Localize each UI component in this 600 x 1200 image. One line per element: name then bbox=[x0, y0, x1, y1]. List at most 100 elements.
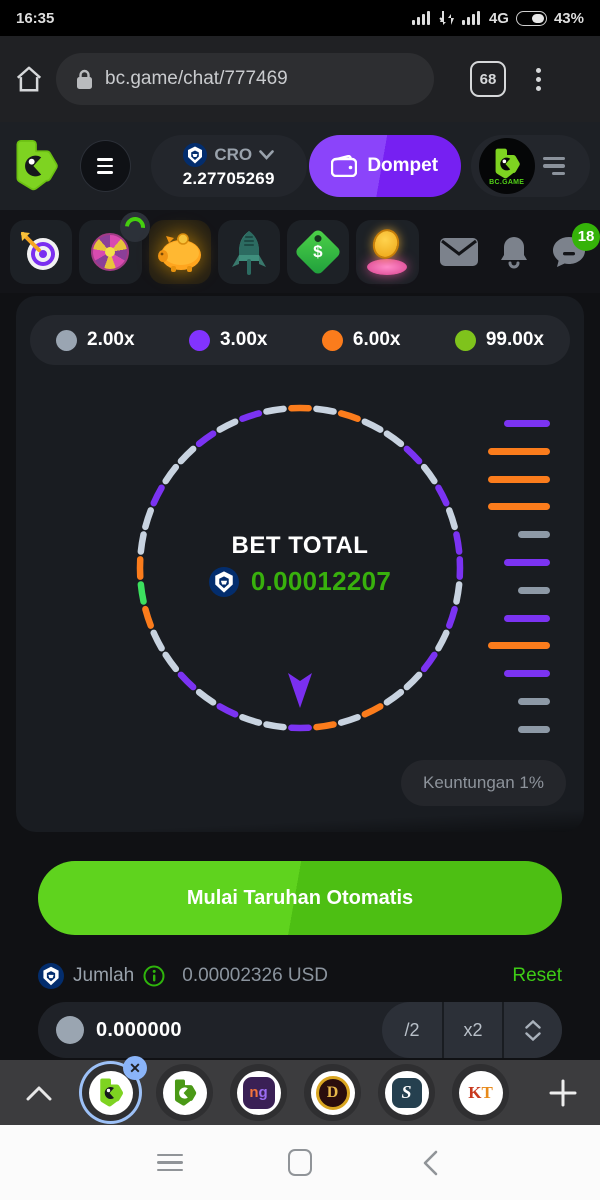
tab-s[interactable]: S bbox=[378, 1064, 435, 1121]
bet-stepper[interactable] bbox=[502, 1002, 562, 1058]
wheel-pointer-icon bbox=[288, 673, 312, 708]
coin-drop-button[interactable] bbox=[356, 219, 419, 284]
task-target-button[interactable] bbox=[10, 219, 73, 284]
cro-coin-icon bbox=[38, 963, 64, 989]
history-bar bbox=[504, 420, 550, 427]
home-button[interactable] bbox=[283, 1149, 317, 1176]
new-tab-button[interactable] bbox=[548, 1078, 578, 1108]
chat-button[interactable]: 18 bbox=[547, 222, 600, 269]
tab-bcgame-2[interactable] bbox=[156, 1064, 213, 1121]
site-menu-button[interactable] bbox=[80, 140, 131, 192]
start-autobet-button[interactable]: Mulai Taruhan Otomatis bbox=[38, 861, 562, 935]
spin-wheel-icon bbox=[91, 232, 130, 271]
spin-wheel-button[interactable] bbox=[79, 211, 150, 284]
multiplier-legend: 2.00x 3.00x 6.00x 99.00x bbox=[30, 315, 570, 365]
home-icon[interactable] bbox=[14, 64, 44, 94]
bet-modifier-group: /2 x2 bbox=[382, 1002, 562, 1058]
piggy-bank-icon bbox=[157, 232, 201, 272]
coin-drop-icon bbox=[365, 225, 409, 277]
tab-count-button[interactable]: 68 bbox=[470, 61, 506, 97]
history-bar bbox=[488, 642, 550, 650]
browser-toolbar: bc.game/chat/777469 68 bbox=[0, 36, 600, 122]
legend-dot bbox=[321, 329, 343, 351]
lock-icon bbox=[77, 69, 92, 89]
history-bar bbox=[518, 586, 550, 594]
recents-button[interactable] bbox=[153, 1153, 187, 1172]
feature-icon-row: $ 18 bbox=[0, 210, 600, 293]
legend-label: 99.00x bbox=[485, 329, 544, 350]
history-bar bbox=[518, 531, 550, 539]
legend-item: 99.00x bbox=[454, 329, 544, 351]
wallet-button-label: Dompet bbox=[367, 155, 439, 176]
amount-usd-value: 0.00002326 USD bbox=[182, 965, 329, 986]
network-type: 4G bbox=[488, 9, 509, 27]
profit-pill: Keuntungan 1% bbox=[401, 760, 566, 806]
bet-total-row: 0.00012207 bbox=[150, 566, 450, 597]
chat-unread-badge: 18 bbox=[572, 222, 600, 251]
rocket-icon bbox=[231, 230, 266, 275]
history-bar bbox=[504, 614, 550, 622]
battery-percent: 43% bbox=[553, 9, 584, 27]
bet-total-label: BET TOTAL bbox=[231, 532, 369, 559]
chevron-up-icon bbox=[525, 1019, 541, 1029]
legend-label: 3.00x bbox=[219, 329, 268, 350]
tab-logo-d-icon: D bbox=[315, 1075, 350, 1110]
panel-shadow bbox=[16, 806, 584, 832]
url-bar[interactable]: bc.game/chat/777469 bbox=[56, 53, 434, 105]
chevron-down-icon bbox=[259, 150, 274, 160]
back-button[interactable] bbox=[413, 1150, 447, 1176]
tab-logo-bcgame-icon bbox=[174, 1078, 196, 1106]
amount-label: Jumlah bbox=[73, 965, 135, 986]
bet-total-value: 0.00012207 bbox=[250, 566, 392, 596]
reset-button[interactable]: Reset bbox=[512, 965, 562, 986]
tab-d[interactable]: D bbox=[304, 1064, 361, 1121]
mail-button[interactable] bbox=[438, 237, 481, 266]
bet-input-box[interactable]: 0.000000 /2 x2 bbox=[38, 1002, 562, 1058]
tab-kt[interactable]: KT bbox=[452, 1064, 509, 1121]
info-icon[interactable] bbox=[143, 965, 165, 987]
bet-input-value[interactable]: 0.000000 bbox=[96, 1018, 182, 1041]
history-bar bbox=[488, 503, 550, 511]
price-tag-icon: $ bbox=[294, 227, 343, 276]
double-bet-button[interactable]: x2 bbox=[442, 1002, 502, 1058]
wallet-button[interactable]: Dompet bbox=[308, 135, 461, 197]
rocket-button[interactable] bbox=[217, 219, 281, 284]
mail-icon bbox=[440, 237, 478, 266]
piggy-bank-button[interactable] bbox=[148, 219, 211, 284]
history-bar bbox=[518, 725, 550, 733]
spin-loader-icon bbox=[119, 211, 150, 242]
wheel bbox=[136, 404, 464, 732]
browser-menu-icon[interactable] bbox=[536, 67, 541, 91]
legend-dot bbox=[56, 329, 77, 351]
tab-logo-bcgame-icon bbox=[99, 1078, 123, 1106]
legend-item: 2.00x bbox=[56, 329, 135, 351]
history-bar bbox=[488, 475, 550, 483]
system-nav-bar bbox=[0, 1125, 600, 1200]
cro-coin-icon bbox=[208, 566, 239, 597]
notifications-button[interactable] bbox=[492, 235, 535, 269]
brand-pill[interactable]: BC.GAME bbox=[470, 135, 591, 197]
collapse-chevron-icon[interactable] bbox=[26, 1085, 52, 1101]
tab-bcgame-active[interactable]: ✕ bbox=[82, 1056, 147, 1121]
legend-item: 6.00x bbox=[321, 329, 400, 351]
legend-dot bbox=[188, 329, 210, 351]
coin-placeholder-icon bbox=[56, 1016, 84, 1044]
battery-icon bbox=[515, 10, 547, 26]
history-bar bbox=[488, 447, 550, 455]
updown-arrows-icon bbox=[439, 11, 454, 25]
close-tab-icon[interactable]: ✕ bbox=[123, 1056, 147, 1080]
bonus-tag-button[interactable]: $ bbox=[287, 219, 350, 284]
half-bet-button[interactable]: /2 bbox=[382, 1002, 442, 1058]
status-bar: 16:35 4G 43% bbox=[0, 0, 600, 36]
url-text: bc.game/chat/777469 bbox=[105, 68, 288, 89]
bcgame-badge[interactable]: BC.GAME bbox=[478, 138, 535, 194]
target-icon bbox=[21, 231, 60, 270]
wallet-balance: 2.27705269 bbox=[182, 169, 275, 188]
currency-selector[interactable]: CRO 2.27705269 bbox=[150, 135, 307, 197]
wallet-icon bbox=[331, 155, 358, 177]
bcgame-logo-icon[interactable] bbox=[10, 138, 62, 194]
chat-rooms-icon[interactable] bbox=[542, 156, 565, 176]
